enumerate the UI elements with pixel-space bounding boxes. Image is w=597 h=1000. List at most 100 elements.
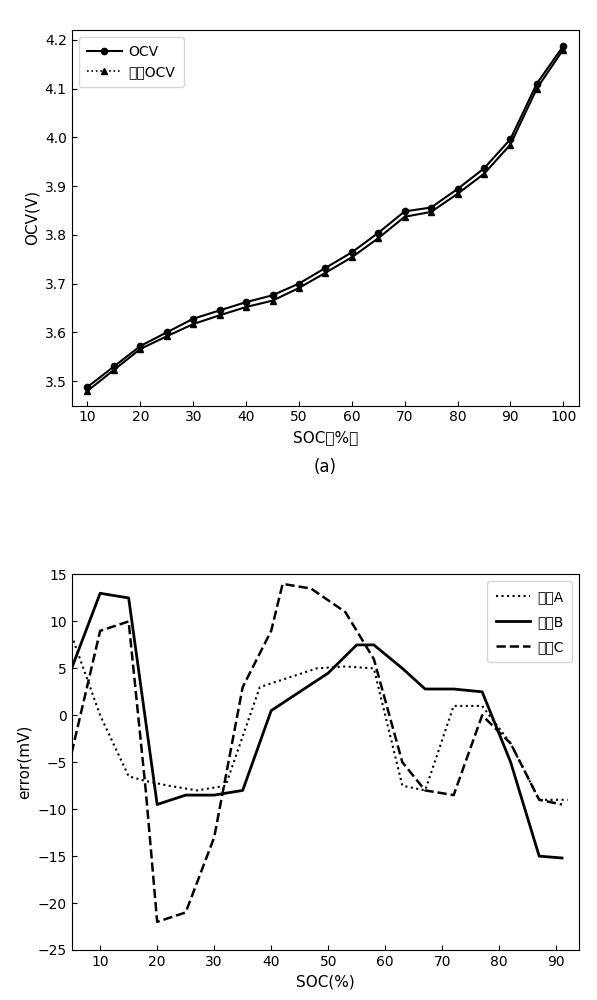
误巪A [450, 700, 457, 712]
拟合OCV [190, 318, 197, 330]
Legend: 误巪A, 误巪B, 误巪C: 误巪A, 误巪B, 误巪C [487, 581, 572, 662]
误巪A [399, 780, 406, 792]
拟合OCV [84, 385, 91, 397]
拟合OCV [322, 267, 329, 279]
误巪A [68, 630, 75, 642]
误巪A [125, 770, 133, 782]
误巪B [296, 686, 303, 698]
误巪A [222, 780, 229, 792]
误巪B [370, 639, 377, 651]
拟合OCV [348, 251, 355, 263]
OCV [163, 326, 170, 338]
误巪A [142, 775, 149, 787]
OCV [296, 278, 303, 290]
误巪C [421, 784, 429, 796]
拟合OCV [110, 364, 118, 376]
误巪B [536, 850, 543, 862]
拟合OCV [296, 282, 303, 294]
误巪C [536, 794, 543, 806]
误巪C [279, 578, 286, 590]
拟合OCV [401, 211, 408, 223]
误巪A [313, 662, 321, 674]
OCV [401, 205, 408, 217]
拟合OCV [533, 83, 540, 95]
误巪B [479, 686, 486, 698]
误巪C [399, 756, 406, 768]
Text: (a): (a) [314, 458, 337, 476]
误巪B [211, 789, 218, 801]
误巪B [182, 789, 189, 801]
OCV [242, 296, 250, 308]
Y-axis label: error(mV): error(mV) [17, 725, 32, 799]
误巪A [193, 784, 201, 796]
OCV [533, 78, 540, 90]
Line: OCV: OCV [84, 43, 567, 390]
误巪B [450, 683, 457, 695]
误巪A [421, 784, 429, 796]
误巪B [421, 683, 429, 695]
误巪C [307, 583, 315, 595]
OCV [110, 360, 118, 372]
OCV [216, 304, 223, 316]
误巪B [558, 852, 565, 864]
误巪C [370, 653, 377, 665]
误巪C [125, 615, 133, 627]
误巪B [239, 784, 247, 796]
OCV [269, 289, 276, 301]
误巪C [153, 916, 161, 928]
Y-axis label: OCV(V): OCV(V) [24, 190, 39, 245]
误巪C [182, 906, 189, 918]
误巪B [507, 756, 514, 768]
OCV [375, 227, 382, 239]
误巪C [341, 606, 349, 618]
误巪B [399, 662, 406, 674]
拟合OCV [269, 295, 276, 307]
误巪C [558, 798, 565, 810]
OCV [322, 262, 329, 274]
OCV [190, 313, 197, 325]
误巪B [125, 592, 133, 604]
误巪B [97, 587, 104, 599]
拟合OCV [163, 330, 170, 342]
OCV [481, 162, 488, 174]
误巪A [285, 672, 292, 684]
OCV [559, 40, 567, 52]
Line: 误巪C: 误巪C [72, 584, 562, 922]
误巪B [353, 639, 361, 651]
拟合OCV [242, 301, 250, 313]
X-axis label: SOC（%）: SOC（%） [293, 430, 358, 445]
误巪A [97, 709, 104, 721]
误巪C [267, 625, 275, 637]
OCV [507, 133, 514, 145]
误巪B [267, 705, 275, 717]
误巪B [325, 667, 332, 679]
误巪A [479, 700, 486, 712]
误巪B [68, 662, 75, 674]
OCV [348, 246, 355, 258]
误巪C [97, 625, 104, 637]
Line: 误巪B: 误巪B [72, 593, 562, 858]
误巪A [341, 660, 349, 672]
Line: 拟合OCV: 拟合OCV [84, 46, 567, 394]
X-axis label: SOC(%): SOC(%) [296, 974, 355, 989]
误巪A [256, 681, 263, 693]
误巪C [239, 681, 247, 693]
误巪C [142, 784, 149, 796]
OCV [454, 183, 461, 195]
拟合OCV [427, 206, 435, 218]
误巪B [153, 798, 161, 810]
拟合OCV [216, 309, 223, 321]
误巪A [165, 780, 172, 792]
误巪C [68, 747, 75, 759]
误巪C [450, 789, 457, 801]
拟合OCV [375, 232, 382, 244]
OCV [427, 202, 435, 214]
拟合OCV [454, 188, 461, 200]
Legend: OCV, 拟合OCV: OCV, 拟合OCV [79, 37, 184, 87]
误巪A [536, 794, 543, 806]
误巪C [479, 709, 486, 721]
误巪C [211, 831, 218, 843]
拟合OCV [559, 44, 567, 56]
误巪A [370, 662, 377, 674]
误巪C [507, 737, 514, 749]
